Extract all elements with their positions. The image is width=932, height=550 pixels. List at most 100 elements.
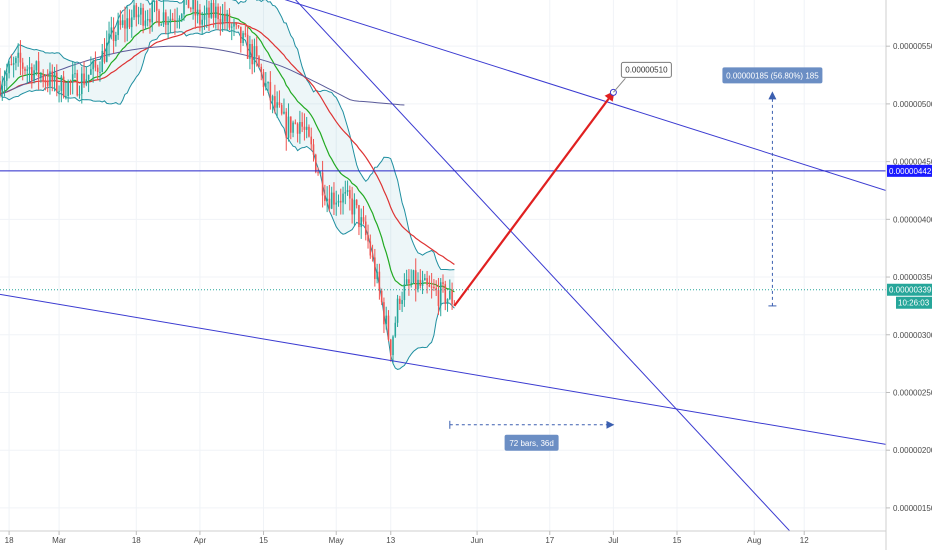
candle-up (26, 69, 29, 71)
candle-up (92, 60, 94, 70)
candle-up (344, 191, 347, 194)
candle-down (433, 286, 435, 289)
x-tick-label: 13 (386, 536, 395, 545)
candle-down (21, 62, 24, 69)
candle-down (217, 6, 219, 19)
time-axis[interactable]: 18 Mar 18 Apr 15 May 13 Jun 17 Jul 15 Aug 12 (5, 531, 810, 545)
trendline-2 (0, 293, 886, 445)
candle-up (137, 14, 140, 18)
candle-up (105, 42, 108, 62)
candle-down (124, 20, 126, 29)
candle-down (51, 71, 54, 82)
candle-up (360, 217, 363, 228)
trendline-3 (295, 0, 791, 531)
candle-up (330, 192, 333, 209)
candle-up (167, 22, 169, 25)
candle-down (364, 221, 367, 236)
candle-down (69, 81, 72, 83)
candle-down (246, 34, 249, 59)
candle-down (199, 9, 201, 25)
candle-up (342, 193, 344, 203)
x-tick-label: 18 (132, 536, 141, 545)
candle-up (439, 282, 442, 306)
candle-up (299, 122, 301, 134)
candle-up (376, 271, 378, 279)
candle-up (90, 69, 92, 75)
candle-up (265, 83, 267, 88)
candle-down (310, 136, 313, 145)
y-tick-label: 0.00000300 (893, 331, 932, 340)
candle-down (285, 111, 288, 138)
candle-down (296, 123, 299, 134)
candle-up (417, 279, 419, 290)
candle-down (289, 116, 292, 133)
candle-down (312, 144, 315, 155)
candle-down (96, 67, 99, 72)
candle-up (80, 73, 83, 95)
candle-up (58, 90, 60, 92)
candle-down (324, 195, 326, 202)
candle-up (85, 79, 88, 85)
candle-down (371, 255, 374, 258)
candle-up (305, 126, 308, 130)
candle-down (112, 27, 115, 42)
candle-up (276, 102, 278, 108)
candle-up (33, 70, 35, 81)
candle-down (258, 56, 260, 67)
candle-up (267, 82, 269, 84)
candle-up (49, 71, 51, 86)
candle-down (237, 25, 240, 27)
candle-down (24, 68, 26, 71)
candle-up (346, 190, 349, 192)
candle-up (71, 74, 74, 83)
trendline-1 (284, 0, 886, 191)
candle-up (221, 13, 224, 25)
candle-up (115, 35, 117, 42)
candle-down (437, 289, 440, 306)
candle-up (28, 67, 31, 70)
candle-down (240, 26, 242, 44)
candle-down (351, 198, 353, 215)
candle-down (303, 126, 306, 130)
candle-up (353, 199, 356, 215)
candle-up (60, 76, 63, 91)
candle-up (162, 12, 165, 25)
candle-down (269, 82, 272, 101)
candle-down (301, 122, 303, 127)
candles (0, 0, 456, 364)
candle-down (262, 72, 265, 88)
candle-down (37, 61, 40, 78)
projection-callout-leader (613, 78, 626, 93)
candle-up (121, 20, 124, 26)
candle-up (130, 17, 133, 28)
candle-down (119, 20, 122, 26)
price-axis[interactable]: 0.00000550 0.00000500 0.00000450 0.00000400… (886, 42, 932, 513)
candle-up (210, 2, 213, 18)
candle-down (451, 291, 453, 305)
candle-up (101, 50, 104, 72)
x-tick-label: 17 (545, 536, 554, 545)
candle-up (87, 74, 90, 80)
candle-up (253, 46, 256, 65)
candle-up (117, 20, 119, 36)
level-price-badge (887, 164, 932, 177)
candle-down (142, 7, 144, 26)
candle-down (362, 217, 365, 222)
candle-down (10, 64, 13, 66)
candle-up (35, 61, 38, 71)
candle-down (83, 73, 85, 85)
candle-up (192, 0, 194, 10)
date-range-measure-badge (504, 434, 559, 451)
candle-down (389, 339, 392, 356)
candle-up (201, 19, 203, 25)
candle-down (171, 18, 174, 20)
candle-down (42, 74, 44, 82)
candle-up (283, 111, 285, 114)
candle-down (194, 0, 197, 16)
candle-down (383, 302, 385, 325)
x-tick-label: 15 (259, 536, 268, 545)
candle-up (424, 278, 426, 281)
y-tick-label: 0.00000250 (893, 388, 932, 397)
projection-callout-label: 0.00000510 (625, 65, 668, 74)
